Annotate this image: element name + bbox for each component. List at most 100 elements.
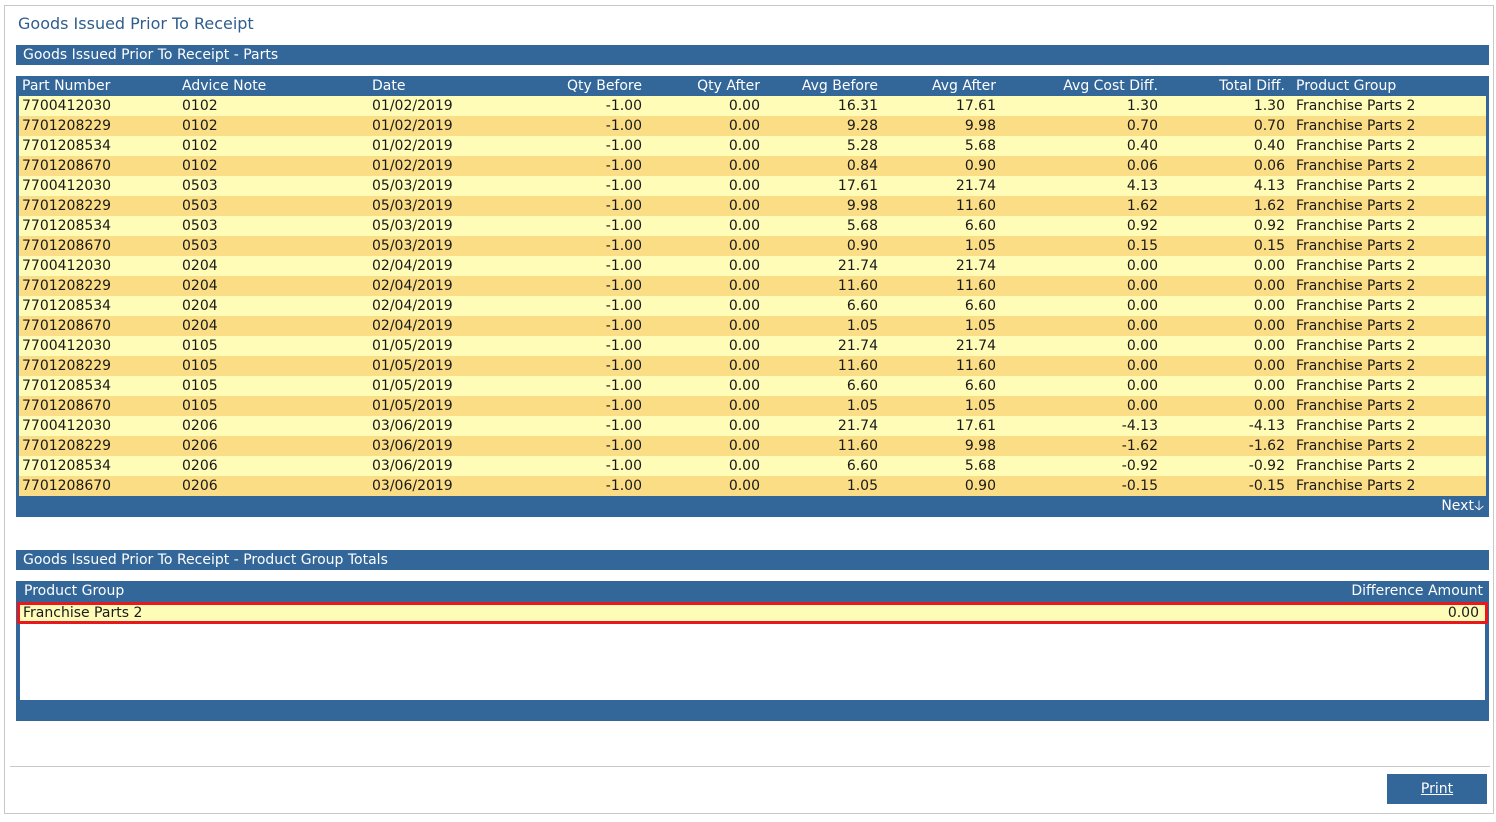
cell-avg-before: 5.68 bbox=[846, 218, 878, 234]
table-row[interactable]: 7701208670 0503 05/03/2019 -1.00 0.00 0.90 1.0… bbox=[19, 236, 1486, 256]
col-avg-after[interactable]: Avg After bbox=[932, 78, 996, 94]
cell-qty-after: 0.00 bbox=[728, 478, 760, 494]
next-page-link[interactable]: Next🡣 bbox=[1441, 498, 1484, 514]
next-label: Next bbox=[1441, 498, 1474, 514]
cell-avg-before: 21.74 bbox=[837, 338, 878, 354]
table-row[interactable]: 7701208534 0102 01/02/2019 -1.00 0.00 5.28 5.6… bbox=[19, 136, 1486, 156]
col-qty-before[interactable]: Qty Before bbox=[566, 78, 642, 94]
cell-total-diff: -1.62 bbox=[1248, 438, 1285, 454]
cell-advice-note: 0102 bbox=[182, 138, 218, 154]
cell-advice-note: 0105 bbox=[182, 358, 218, 374]
cell-avg-after: 6.60 bbox=[964, 378, 996, 394]
cell-avg-cost-diff: 0.70 bbox=[1126, 118, 1158, 134]
table-row[interactable]: 7701208534 0206 03/06/2019 -1.00 0.00 6.60 5.6… bbox=[19, 456, 1486, 476]
col-part-number[interactable]: Part Number bbox=[22, 78, 111, 94]
cell-date: 01/05/2019 bbox=[372, 378, 453, 394]
cell-advice-note: 0102 bbox=[182, 158, 218, 174]
table-row[interactable]: 7701208229 0105 01/05/2019 -1.00 0.00 11.60 11… bbox=[19, 356, 1486, 376]
table-row[interactable]: 7700412030 0206 03/06/2019 -1.00 0.00 21.74 17… bbox=[19, 416, 1486, 436]
cell-avg-before: 6.60 bbox=[846, 378, 878, 394]
cell-avg-after: 1.05 bbox=[964, 398, 996, 414]
table-row[interactable]: 7701208229 0204 02/04/2019 -1.00 0.00 11.60 11… bbox=[19, 276, 1486, 296]
cell-avg-cost-diff: 0.15 bbox=[1126, 238, 1158, 254]
totals-grid-header: Product Group Difference Amount bbox=[19, 581, 1486, 601]
cell-product-group: Franchise Parts 2 bbox=[1296, 378, 1416, 394]
col-qty-after[interactable]: Qty After bbox=[697, 78, 760, 94]
cell-avg-before: 16.31 bbox=[837, 98, 878, 114]
table-row[interactable]: 7700412030 0503 05/03/2019 -1.00 0.00 17.61 21… bbox=[19, 176, 1486, 196]
table-row[interactable]: 7700412030 0105 01/05/2019 -1.00 0.00 21.74 21… bbox=[19, 336, 1486, 356]
col-avg-before[interactable]: Avg Before bbox=[801, 78, 878, 94]
table-row[interactable]: 7701208229 0102 01/02/2019 -1.00 0.00 9.28 9.9… bbox=[19, 116, 1486, 136]
cell-date: 03/06/2019 bbox=[372, 458, 453, 474]
table-row[interactable]: 7701208229 0206 03/06/2019 -1.00 0.00 11.60 9.… bbox=[19, 436, 1486, 456]
cell-advice-note: 0206 bbox=[182, 418, 218, 434]
cell-avg-before: 21.74 bbox=[837, 418, 878, 434]
cell-part-number: 7701208229 bbox=[22, 278, 112, 294]
cell-product-group: Franchise Parts 2 bbox=[1296, 478, 1416, 494]
cell-qty-after: 0.00 bbox=[728, 138, 760, 154]
col-avg-cost-diff[interactable]: Avg Cost Diff. bbox=[1063, 78, 1158, 94]
cell-avg-after: 11.60 bbox=[955, 198, 996, 214]
cell-avg-cost-diff: 1.62 bbox=[1126, 198, 1158, 214]
cell-difference-amount: 0.00 bbox=[1447, 605, 1479, 621]
cell-part-number: 7701208670 bbox=[22, 478, 112, 494]
cell-product-group: Franchise Parts 2 bbox=[1296, 298, 1416, 314]
table-row[interactable]: 7701208534 0503 05/03/2019 -1.00 0.00 5.68 6.6… bbox=[19, 216, 1486, 236]
table-row[interactable]: 7701208670 0102 01/02/2019 -1.00 0.00 0.84 0.9… bbox=[19, 156, 1486, 176]
cell-part-number: 7701208670 bbox=[22, 158, 112, 174]
table-row[interactable]: 7700412030 0102 01/02/2019 -1.00 0.00 16.31 17… bbox=[19, 96, 1486, 116]
table-row[interactable]: 7701208534 0204 02/04/2019 -1.00 0.00 6.60 6.6… bbox=[19, 296, 1486, 316]
cell-qty-before: -1.00 bbox=[605, 238, 642, 254]
cell-avg-after: 6.60 bbox=[964, 218, 996, 234]
cell-advice-note: 0503 bbox=[182, 238, 218, 254]
table-row[interactable]: 7701208670 0206 03/06/2019 -1.00 0.00 1.05 0.9… bbox=[19, 476, 1486, 496]
cell-total-diff: 0.70 bbox=[1253, 118, 1285, 134]
cell-qty-before: -1.00 bbox=[605, 198, 642, 214]
cell-advice-note: 0503 bbox=[182, 178, 218, 194]
cell-date: 03/06/2019 bbox=[372, 478, 453, 494]
table-row[interactable]: 7701208229 0503 05/03/2019 -1.00 0.00 9.98 11.… bbox=[19, 196, 1486, 216]
table-row[interactable]: Franchise Parts 2 0.00 bbox=[17, 602, 1488, 624]
table-row[interactable]: 7700412030 0204 02/04/2019 -1.00 0.00 21.74 21… bbox=[19, 256, 1486, 276]
cell-avg-cost-diff: -0.92 bbox=[1121, 458, 1158, 474]
cell-total-diff: 0.00 bbox=[1253, 358, 1285, 374]
cell-date: 01/02/2019 bbox=[372, 158, 453, 174]
cell-total-diff: -4.13 bbox=[1248, 418, 1285, 434]
cell-qty-after: 0.00 bbox=[728, 378, 760, 394]
cell-product-group: Franchise Parts 2 bbox=[1296, 158, 1416, 174]
col-product-group[interactable]: Product Group bbox=[1296, 78, 1397, 94]
cell-total-diff: 0.00 bbox=[1253, 318, 1285, 334]
cell-qty-after: 0.00 bbox=[728, 178, 760, 194]
cell-qty-after: 0.00 bbox=[728, 438, 760, 454]
cell-avg-cost-diff: 0.40 bbox=[1126, 138, 1158, 154]
cell-advice-note: 0206 bbox=[182, 478, 218, 494]
cell-advice-note: 0102 bbox=[182, 118, 218, 134]
cell-advice-note: 0105 bbox=[182, 378, 218, 394]
table-row[interactable]: 7701208534 0105 01/05/2019 -1.00 0.00 6.60 6.6… bbox=[19, 376, 1486, 396]
cell-product-group: Franchise Parts 2 bbox=[1296, 198, 1416, 214]
print-button[interactable]: Print bbox=[1387, 774, 1487, 804]
table-row[interactable]: 7701208670 0204 02/04/2019 -1.00 0.00 1.05 1.0… bbox=[19, 316, 1486, 336]
cell-avg-after: 6.60 bbox=[964, 298, 996, 314]
cell-product-group: Franchise Parts 2 bbox=[1296, 278, 1416, 294]
cell-qty-after: 0.00 bbox=[728, 358, 760, 374]
cell-part-number: 7700412030 bbox=[22, 98, 112, 114]
table-row[interactable]: 7701208670 0105 01/05/2019 -1.00 0.00 1.05 1.0… bbox=[19, 396, 1486, 416]
cell-qty-before: -1.00 bbox=[605, 298, 642, 314]
cell-date: 01/02/2019 bbox=[372, 138, 453, 154]
cell-qty-before: -1.00 bbox=[605, 258, 642, 274]
cell-total-diff: 0.00 bbox=[1253, 298, 1285, 314]
col-advice-note[interactable]: Advice Note bbox=[182, 78, 267, 94]
col-total-diff[interactable]: Total Diff. bbox=[1219, 78, 1285, 94]
totals-grid-body: Franchise Parts 2 0.00 bbox=[17, 601, 1488, 701]
cell-qty-after: 0.00 bbox=[728, 298, 760, 314]
cell-total-diff: 4.13 bbox=[1253, 178, 1285, 194]
cell-avg-before: 11.60 bbox=[837, 438, 878, 454]
col-date[interactable]: Date bbox=[372, 78, 406, 94]
cell-part-number: 7701208534 bbox=[22, 218, 112, 234]
cell-date: 02/04/2019 bbox=[372, 318, 453, 334]
cell-avg-before: 9.28 bbox=[846, 118, 878, 134]
cell-total-diff: 0.00 bbox=[1253, 338, 1285, 354]
cell-part-number: 7700412030 bbox=[22, 338, 112, 354]
